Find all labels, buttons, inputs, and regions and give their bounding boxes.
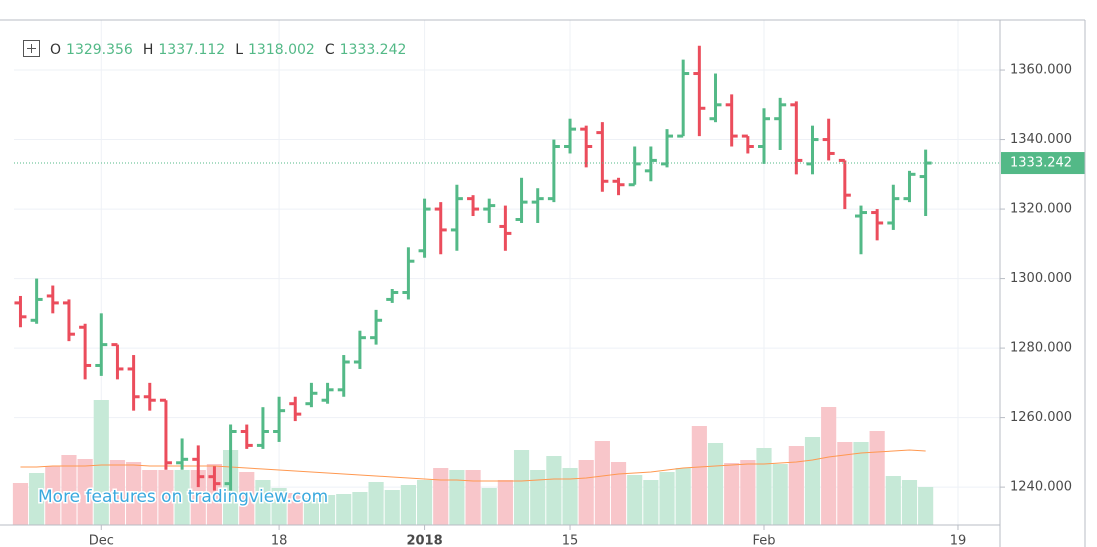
volume-bar xyxy=(627,475,643,525)
volume-bar xyxy=(287,493,303,525)
volume-bar xyxy=(918,487,934,525)
volume-bar xyxy=(530,470,546,525)
x-tick-label: 2018 xyxy=(406,534,442,547)
volume-ma-line xyxy=(20,449,926,482)
volume-bar xyxy=(303,498,319,525)
last-price-label: 1333.242 xyxy=(1010,156,1072,171)
volume-bar xyxy=(142,470,158,525)
volume-bar xyxy=(449,470,465,525)
volume-bar xyxy=(384,490,400,525)
volume-bar xyxy=(772,464,788,525)
y-tick-label: 1340.000 xyxy=(1010,132,1072,147)
x-tick-label: Dec xyxy=(89,534,114,547)
volume-bar xyxy=(336,494,352,525)
volume-bar xyxy=(400,485,416,525)
volume-bar xyxy=(29,473,45,525)
volume-bar xyxy=(61,455,77,525)
crosshair-icon[interactable] xyxy=(23,40,40,57)
volume-bar xyxy=(804,437,821,525)
volume-bar xyxy=(513,450,530,525)
volume-bar xyxy=(740,460,756,525)
x-tick-label: 18 xyxy=(271,534,288,547)
volume-bar xyxy=(837,442,853,525)
volume-bar xyxy=(901,480,918,525)
volume-bar xyxy=(481,488,497,525)
legend-key: H xyxy=(143,42,154,58)
volume-bar xyxy=(659,472,675,525)
overlay-layer: 1240.000 1260.000 1280.000 1300.000 1320.000… xyxy=(14,42,1085,547)
volume-bar xyxy=(126,462,142,525)
background-layer xyxy=(14,20,1000,525)
volume-bar xyxy=(756,448,772,525)
y-tick-label: 1320.000 xyxy=(1010,202,1072,217)
volume-bar xyxy=(319,495,336,525)
volume-bar xyxy=(821,407,837,525)
volume-bar xyxy=(12,483,29,525)
volume-layer xyxy=(12,400,934,525)
volume-bar xyxy=(77,459,93,525)
y-tick-label: 1360.000 xyxy=(1010,63,1072,78)
volume-bar xyxy=(255,480,271,525)
y-tick-label: 1240.000 xyxy=(1010,480,1072,495)
legend-value: 1337.112 xyxy=(158,42,225,58)
volume-bar xyxy=(707,443,724,525)
legend-key: L xyxy=(235,42,243,58)
last-price-box xyxy=(1001,152,1085,175)
volume-bar xyxy=(109,460,126,525)
legend-value: 1333.242 xyxy=(340,42,407,58)
volume-bar xyxy=(352,492,368,525)
legend-key: C xyxy=(325,42,335,58)
volume-bar xyxy=(853,442,869,525)
volume-bar xyxy=(578,460,594,525)
y-tick-label: 1280.000 xyxy=(1010,341,1072,356)
legend-value: 1329.356 xyxy=(66,42,133,58)
volume-bar xyxy=(433,468,449,525)
volume-bar xyxy=(594,441,610,525)
volume-bar xyxy=(45,466,61,525)
volume-bar xyxy=(610,462,627,525)
volume-bar xyxy=(174,470,190,525)
x-tick-label: 19 xyxy=(950,534,967,547)
volume-bar xyxy=(885,476,901,525)
volume-bar xyxy=(562,468,578,525)
legend-key: O xyxy=(50,42,61,58)
volume-bar xyxy=(724,463,740,525)
volume-bar xyxy=(675,468,691,525)
volume-bar xyxy=(788,446,804,525)
volume-bar xyxy=(691,426,707,525)
y-tick-label: 1300.000 xyxy=(1010,271,1072,286)
volume-bar xyxy=(643,480,659,525)
x-tick-label: 15 xyxy=(562,534,579,547)
volume-bar xyxy=(158,470,174,525)
volume-bar xyxy=(93,400,109,525)
volume-bar xyxy=(416,480,433,525)
legend-value: 1318.002 xyxy=(248,42,315,58)
y-tick-label: 1260.000 xyxy=(1010,410,1072,425)
volume-bar xyxy=(190,470,206,525)
volume-bar xyxy=(239,472,255,525)
volume-bar xyxy=(368,482,384,525)
x-tick-label: Feb xyxy=(752,534,775,547)
price-layer xyxy=(14,45,932,491)
volume-bar xyxy=(465,470,481,525)
volume-bar xyxy=(271,488,287,525)
volume-bar xyxy=(206,464,223,525)
watermark: More features on tradingview.com xyxy=(38,487,328,507)
volume-bar xyxy=(546,456,562,525)
volume-bar xyxy=(497,480,513,525)
volume-bar xyxy=(869,431,885,525)
